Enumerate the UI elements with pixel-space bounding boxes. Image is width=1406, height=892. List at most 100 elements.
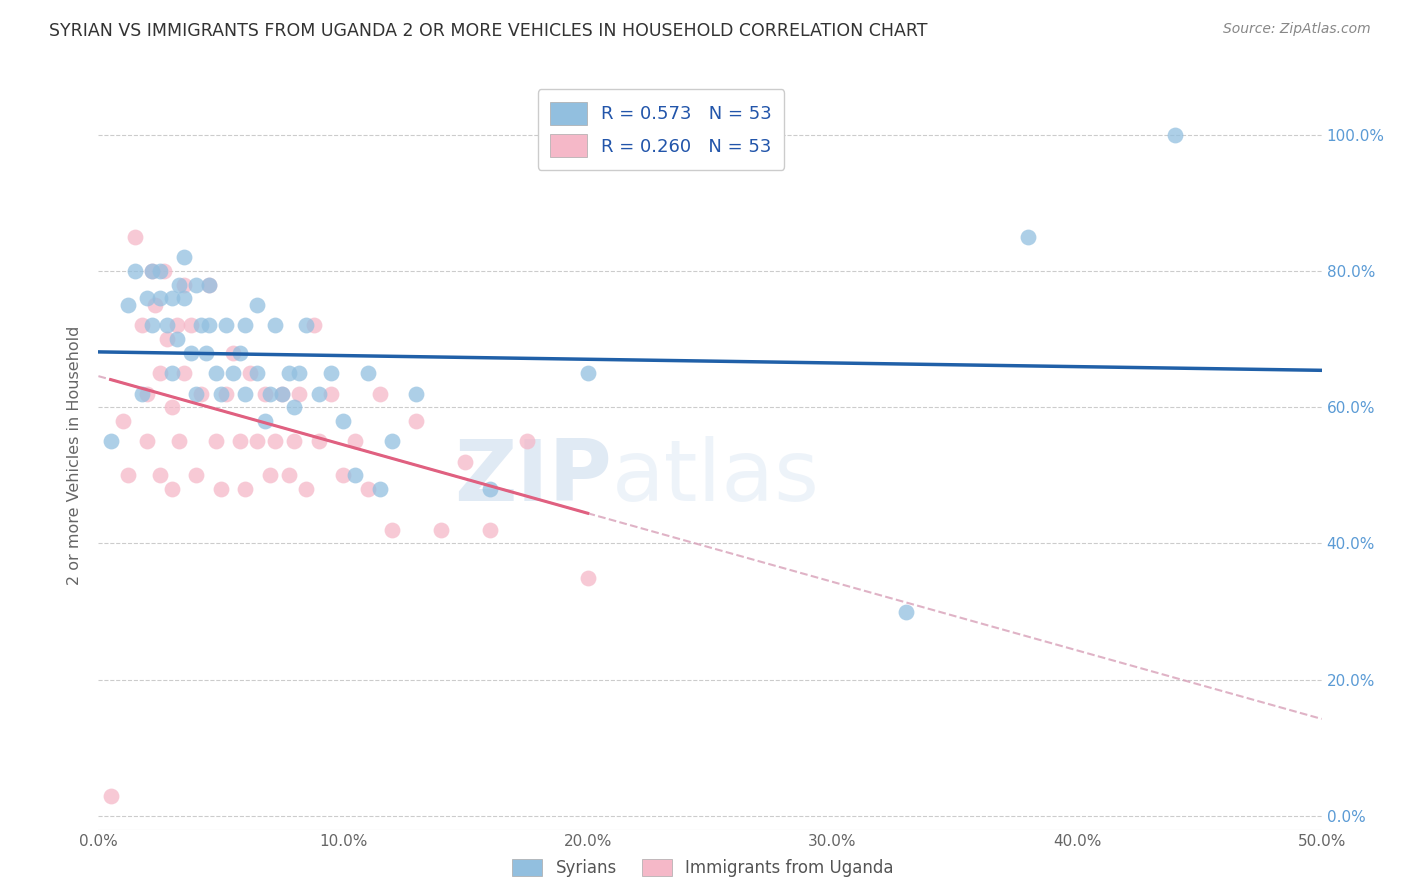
Point	[141, 264, 163, 278]
Point	[160, 401, 183, 415]
Point	[209, 386, 232, 401]
Point	[515, 434, 537, 449]
Point	[117, 298, 139, 312]
Point	[222, 366, 245, 380]
Point	[149, 291, 172, 305]
Point	[356, 482, 378, 496]
Point	[173, 277, 195, 292]
Point	[478, 523, 501, 537]
Point	[246, 298, 269, 312]
Point	[195, 345, 218, 359]
Point	[246, 366, 269, 380]
Point	[233, 386, 256, 401]
Point	[288, 386, 311, 401]
Point	[149, 264, 172, 278]
Point	[344, 434, 367, 449]
Point	[368, 386, 391, 401]
Point	[283, 401, 305, 415]
Point	[1164, 128, 1187, 142]
Point	[233, 318, 256, 333]
Point	[136, 291, 159, 305]
Point	[332, 468, 354, 483]
Point	[173, 251, 195, 265]
Point	[405, 414, 427, 428]
Point	[302, 318, 325, 333]
Point	[186, 386, 208, 401]
Point	[197, 277, 219, 292]
Point	[356, 366, 378, 380]
Point	[141, 318, 163, 333]
Point	[278, 366, 301, 380]
Text: ZIP: ZIP	[454, 436, 612, 519]
Point	[233, 482, 256, 496]
Point	[124, 230, 146, 244]
Point	[288, 366, 311, 380]
Point	[190, 318, 212, 333]
Legend: Syrians, Immigrants from Uganda: Syrians, Immigrants from Uganda	[506, 852, 900, 884]
Point	[308, 434, 330, 449]
Point	[156, 318, 179, 333]
Point	[263, 434, 285, 449]
Text: SYRIAN VS IMMIGRANTS FROM UGANDA 2 OR MORE VEHICLES IN HOUSEHOLD CORRELATION CHA: SYRIAN VS IMMIGRANTS FROM UGANDA 2 OR MO…	[49, 22, 928, 40]
Point	[576, 366, 599, 380]
Point	[239, 366, 262, 380]
Point	[295, 482, 318, 496]
Point	[368, 482, 391, 496]
Legend: R = 0.573   N = 53, R = 0.260   N = 53: R = 0.573 N = 53, R = 0.260 N = 53	[538, 89, 785, 170]
Point	[1017, 230, 1039, 244]
Point	[205, 366, 228, 380]
Point	[186, 277, 208, 292]
Point	[186, 468, 208, 483]
Point	[278, 468, 301, 483]
Point	[259, 386, 281, 401]
Point	[405, 386, 427, 401]
Point	[259, 468, 281, 483]
Point	[214, 386, 236, 401]
Point	[173, 366, 195, 380]
Point	[295, 318, 318, 333]
Point	[111, 414, 134, 428]
Point	[246, 434, 269, 449]
Point	[190, 386, 212, 401]
Y-axis label: 2 or more Vehicles in Household: 2 or more Vehicles in Household	[67, 326, 83, 584]
Point	[319, 366, 342, 380]
Point	[124, 264, 146, 278]
Point	[180, 345, 202, 359]
Point	[270, 386, 294, 401]
Point	[253, 386, 276, 401]
Point	[160, 291, 183, 305]
Point	[167, 434, 190, 449]
Point	[143, 298, 166, 312]
Point	[478, 482, 501, 496]
Point	[344, 468, 367, 483]
Point	[381, 523, 404, 537]
Point	[222, 345, 245, 359]
Point	[153, 264, 176, 278]
Point	[131, 318, 153, 333]
Point	[319, 386, 342, 401]
Point	[167, 277, 190, 292]
Point	[332, 414, 354, 428]
Point	[253, 414, 276, 428]
Point	[166, 318, 188, 333]
Point	[100, 789, 122, 803]
Point	[576, 570, 599, 584]
Point	[136, 386, 159, 401]
Point	[430, 523, 453, 537]
Point	[263, 318, 285, 333]
Point	[270, 386, 294, 401]
Point	[131, 386, 153, 401]
Point	[149, 366, 172, 380]
Point	[209, 482, 232, 496]
Point	[197, 277, 219, 292]
Point	[229, 434, 252, 449]
Point	[141, 264, 163, 278]
Point	[229, 345, 252, 359]
Point	[173, 291, 195, 305]
Point	[100, 434, 122, 449]
Point	[205, 434, 228, 449]
Point	[136, 434, 159, 449]
Point	[214, 318, 236, 333]
Point	[381, 434, 404, 449]
Point	[283, 434, 305, 449]
